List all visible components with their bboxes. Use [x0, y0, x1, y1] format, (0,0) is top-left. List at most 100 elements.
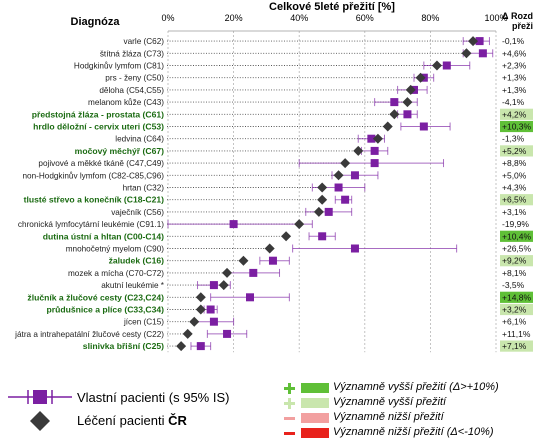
x-tick-label: 20% [225, 13, 243, 23]
forest-row: mnohočetný myelom (C90) +26,5% [66, 243, 532, 254]
own-patients-marker [478, 49, 487, 58]
cz-patients-marker [182, 328, 193, 339]
delta-value: +8,1% [502, 268, 527, 278]
own-patients-marker [350, 244, 359, 253]
delta-value: +4,6% [502, 48, 527, 58]
delta-value: +11,1% [502, 329, 531, 339]
forest-row: žaludek (C16) +9,2% [109, 255, 533, 267]
x-tick-label: 0% [161, 13, 174, 23]
x-tick-label: 80% [421, 13, 439, 23]
delta-highlight [500, 340, 533, 352]
forest-row: Hodgkinův lymfom (C81) +2,3% [74, 60, 527, 71]
own-patients-marker [249, 268, 258, 277]
forest-row: vaječník (C56) +3,1% [111, 206, 527, 217]
delta-value: +10,4% [502, 231, 532, 241]
row-label: prs - ženy (C50) [105, 74, 164, 83]
own-patients-marker [370, 146, 379, 155]
delta-value: +1,3% [502, 85, 527, 95]
own-patients-marker [419, 122, 428, 131]
row-label: dutina ústní a hltan (C00-C14) [43, 231, 164, 241]
delta-highlight [500, 303, 533, 316]
row-label: žaludek (C16) [109, 256, 165, 266]
cz-patients-legend-marker [30, 411, 50, 431]
own-patients-marker [403, 110, 412, 119]
cz-patients-marker [389, 109, 400, 120]
delta-highlight [500, 120, 533, 133]
cz-patients-marker [317, 182, 328, 193]
forest-row: děloha (C54,C55) +1,3% [99, 84, 527, 95]
delta-header: Δ Rozd.přežití [502, 11, 533, 31]
delta-value: -3,5% [502, 280, 525, 290]
cz-patients-marker [340, 158, 351, 169]
delta-highlight [500, 255, 533, 267]
own-patients-marker [350, 171, 359, 180]
cz-patients-marker [238, 255, 249, 266]
delta-value: +5,2% [502, 146, 527, 156]
delta-value: -19,9% [502, 219, 529, 229]
own-patients-marker [341, 195, 350, 204]
delta-value: +2,3% [502, 61, 527, 71]
significance-legend-label: Významně vyšší přežití [333, 396, 447, 408]
significance-legend-label: Významně nižší přežití (Δ<-10%) [333, 426, 494, 438]
delta-value: +6,1% [502, 317, 527, 327]
cz-patients-marker [294, 219, 305, 230]
delta-value: +8,8% [502, 158, 527, 168]
delta-value: +5,0% [502, 170, 527, 180]
lower-survival-icon [284, 413, 329, 423]
own-patients-marker [223, 329, 232, 338]
x-tick-label: 60% [356, 13, 374, 23]
cz-patients-marker [382, 121, 393, 132]
delta-value: +3,1% [502, 207, 527, 217]
forest-row: předstojná žláza - prostata (C61) +4,2% [32, 108, 533, 120]
cz-patients-marker [431, 60, 442, 71]
delta-value: +7,1% [502, 341, 527, 351]
cz-patients-marker [195, 304, 206, 315]
row-label: předstojná žláza - prostata (C61) [32, 109, 164, 119]
delta-highlight [500, 230, 533, 242]
forest-row: dutina ústní a hltan (C00-C14) +10,4% [43, 230, 533, 242]
delta-value: +3,2% [502, 305, 527, 315]
row-label: non-Hodgkinův lymfom (C82-C85,C96) [22, 170, 164, 180]
row-label: Hodgkinův lymfom (C81) [74, 61, 164, 71]
cz-patients-marker [415, 72, 426, 83]
delta-value: +1,3% [502, 73, 527, 83]
forest-row: močový měchýř (C67) +5,2% [75, 145, 533, 157]
delta-value: +9,2% [502, 256, 527, 266]
row-label: štítná žláza (C73) [100, 49, 164, 58]
forest-row: tlusté střevo a konečník (C18-C21) +6,5% [24, 194, 533, 206]
own-patients-marker [390, 98, 399, 107]
own-patients-marker [367, 134, 376, 143]
forest-row: slinivka břišní (C25) +7,1% [83, 340, 533, 352]
forest-row: mozek a mícha (C70-C72) +8,1% [68, 267, 527, 278]
x-tick-label: 40% [290, 13, 308, 23]
forest-row: chronická lymfocytární leukémie (C91.1) -… [18, 219, 529, 230]
row-label: mozek a mícha (C70-C72) [68, 269, 164, 278]
own-patients-marker [209, 317, 218, 326]
forest-row: non-Hodgkinův lymfom (C82-C85,C96) +5,0% [22, 170, 527, 181]
forest-row: hrdlo děložní - cervix uteri (C53) +10,3% [33, 120, 533, 133]
cz-patients-marker [461, 48, 472, 59]
own-patients-marker [475, 37, 484, 46]
delta-value: +10,3% [502, 122, 532, 132]
delta-value: -4,1% [502, 97, 525, 107]
cz-patients-marker [402, 97, 413, 108]
significance-legend-label: Významně nižší přežití [333, 411, 444, 423]
row-label: děloha (C54,C55) [99, 86, 164, 95]
own-patients-marker [206, 305, 215, 314]
forest-row: jícen (C15) +6,1% [123, 316, 527, 327]
cz-patients-legend-label: Léčení pacienti ČR [77, 413, 187, 428]
cz-patients-marker [189, 316, 200, 327]
delta-value: +4,2% [502, 109, 527, 119]
row-label: žlučník a žlučové cesty (C23,C24) [27, 292, 164, 302]
forest-row: průdušnice a plíce (C33,C34) +3,2% [47, 303, 533, 316]
own-patients-marker [229, 220, 238, 229]
row-label: močový měchýř (C67) [75, 146, 164, 156]
own-patients-marker [196, 342, 205, 351]
own-patients-marker [268, 256, 277, 265]
row-label: akutní leukémie * [101, 281, 165, 290]
row-label: chronická lymfocytární leukémie (C91.1) [18, 220, 164, 229]
own-patients-marker [370, 159, 379, 168]
cz-patients-marker [313, 206, 324, 217]
row-label: mnohočetný myelom (C90) [66, 245, 165, 254]
row-label: hrtan (C32) [123, 184, 165, 193]
